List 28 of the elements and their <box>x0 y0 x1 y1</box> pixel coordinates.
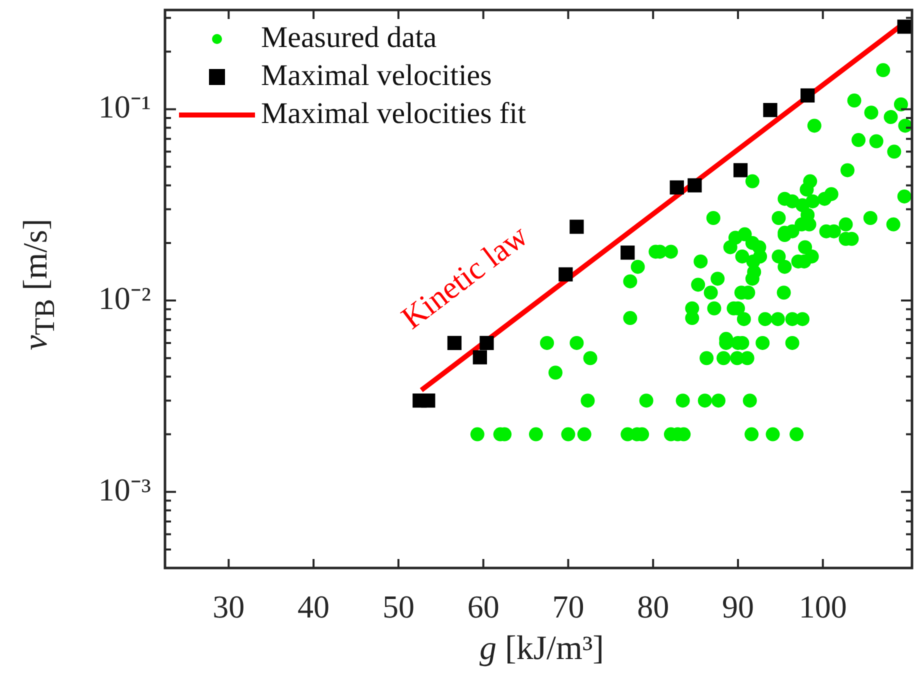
x-tick-label: 50 <box>382 588 414 625</box>
point <box>620 246 635 260</box>
point <box>688 178 702 192</box>
x-tick-label: 40 <box>298 588 330 625</box>
point <box>763 102 778 118</box>
x-tick-label: 90 <box>722 588 754 625</box>
x-tick-label: 80 <box>637 588 670 625</box>
point <box>472 350 487 364</box>
point <box>897 20 912 34</box>
x-tick-label: 100 <box>798 588 847 625</box>
x-tick-label: 70 <box>552 588 584 625</box>
point <box>558 267 573 282</box>
y-tick-label: 10⁻² <box>98 280 151 316</box>
y-tick-label: 10⁻¹ <box>98 88 151 125</box>
point <box>480 336 494 350</box>
x-axis-title: g [kJ/m³] <box>480 630 604 668</box>
point <box>670 180 684 195</box>
legend-label: Maximal velocities fit <box>261 96 527 130</box>
legend-label: Measured data <box>261 20 437 54</box>
y-tick-label: 10⁻³ <box>98 471 151 508</box>
x-tick-label: 30 <box>212 588 245 625</box>
legend-label: Maximal velocities <box>261 58 492 92</box>
point <box>421 394 436 408</box>
point <box>800 88 815 103</box>
point <box>447 336 462 350</box>
point <box>733 163 748 178</box>
point <box>570 220 584 234</box>
x-tick-label: 60 <box>467 588 500 625</box>
